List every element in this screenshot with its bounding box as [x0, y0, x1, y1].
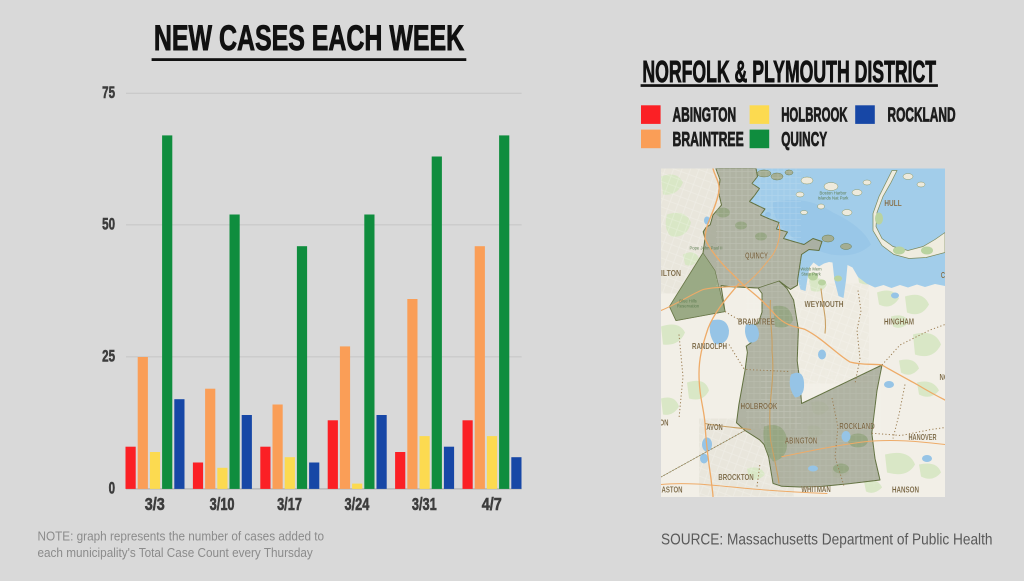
- svg-text:BROCKTON: BROCKTON: [718, 473, 754, 482]
- svg-text:Blue Hills: Blue Hills: [679, 299, 696, 304]
- svg-text:ASTON: ASTON: [662, 486, 683, 495]
- svg-text:each municipality's Total Case: each municipality's Total Case Count eve…: [38, 545, 314, 560]
- svg-text:4/7: 4/7: [482, 495, 502, 515]
- svg-text:ROCKLAND: ROCKLAND: [888, 103, 956, 126]
- svg-text:25: 25: [102, 347, 115, 366]
- svg-text:3/3: 3/3: [145, 495, 165, 515]
- svg-text:3/24: 3/24: [344, 495, 369, 515]
- svg-text:C: C: [941, 271, 946, 280]
- svg-text:ROCKLAND: ROCKLAND: [839, 422, 875, 431]
- svg-text:WEYMOUTH: WEYMOUTH: [805, 300, 844, 309]
- svg-text:3/31: 3/31: [412, 495, 437, 515]
- svg-text:RANDOLPH: RANDOLPH: [692, 342, 727, 351]
- svg-text:ABINGTON: ABINGTON: [785, 437, 818, 446]
- svg-text:ILTON: ILTON: [661, 269, 681, 278]
- svg-text:Webb Mem: Webb Mem: [800, 267, 822, 272]
- svg-text:HULL: HULL: [884, 199, 902, 208]
- svg-text:NO: NO: [940, 373, 949, 382]
- svg-text:QUINCY: QUINCY: [781, 127, 827, 150]
- svg-text:BRAINTREE: BRAINTREE: [673, 128, 744, 151]
- svg-text:50: 50: [102, 215, 115, 234]
- svg-text:QUINCY: QUINCY: [745, 252, 768, 261]
- svg-text:State Park: State Park: [801, 272, 821, 277]
- svg-text:Islands Nat Park: Islands Nat Park: [818, 196, 850, 201]
- svg-text:Boston Harbor: Boston Harbor: [820, 191, 848, 196]
- svg-text:3/10: 3/10: [210, 495, 235, 515]
- svg-text:ON: ON: [660, 419, 669, 428]
- svg-text:HOLBROOK: HOLBROOK: [781, 103, 847, 126]
- svg-text:HANSON: HANSON: [892, 486, 919, 495]
- svg-text:0: 0: [109, 479, 115, 498]
- svg-text:NEW CASES EACH WEEK: NEW CASES EACH WEEK: [154, 19, 464, 58]
- svg-text:WHITMAN: WHITMAN: [801, 485, 831, 494]
- svg-text:NOTE: graph represents the num: NOTE: graph represents the number of cas…: [38, 529, 325, 544]
- svg-text:AVON: AVON: [706, 423, 723, 432]
- svg-text:HOLBROOK: HOLBROOK: [741, 402, 778, 411]
- svg-text:NORFOLK & PLYMOUTH DISTRICT: NORFOLK & PLYMOUTH DISTRICT: [642, 55, 936, 89]
- svg-text:SOURCE: Massachusetts Departme: SOURCE: Massachusetts Department of Publ…: [661, 532, 992, 549]
- svg-text:Reservation: Reservation: [677, 304, 700, 309]
- svg-text:HINGHAM: HINGHAM: [884, 318, 914, 327]
- svg-text:BRAINTREE: BRAINTREE: [738, 318, 775, 327]
- svg-text:Pope John Paul II: Pope John Paul II: [689, 246, 722, 251]
- svg-text:3/17: 3/17: [277, 495, 302, 515]
- svg-text:ABINGTON: ABINGTON: [673, 103, 737, 126]
- svg-text:HANOVER: HANOVER: [909, 433, 937, 442]
- svg-text:75: 75: [102, 84, 115, 103]
